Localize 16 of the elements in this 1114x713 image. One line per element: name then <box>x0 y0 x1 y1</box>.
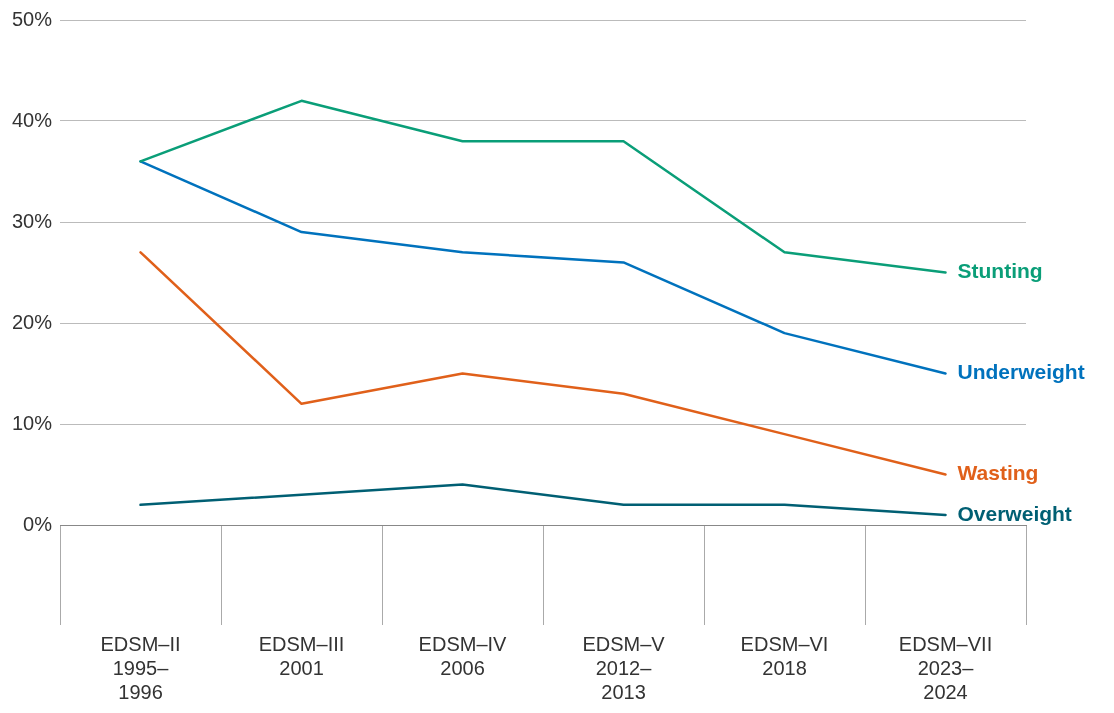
y-tick-label: 20% <box>12 310 53 333</box>
series-label: Stunting <box>957 259 1043 283</box>
y-tick-label: 0% <box>23 512 53 535</box>
series-label: Overweight <box>957 501 1072 525</box>
x-tick-label: EDSM–V 2012–2013 <box>582 632 666 703</box>
x-tick-label: EDSM–II 1995–1996 <box>100 632 181 703</box>
y-tick-label: 10% <box>12 411 53 434</box>
x-tick-label: EDSM–VII 2023–2024 <box>898 632 993 703</box>
y-tick-label: 40% <box>12 108 53 131</box>
x-tick-label: EDSM–III 2001 <box>258 632 345 679</box>
series-label: Underweight <box>957 360 1085 384</box>
y-tick-label: 30% <box>12 209 53 232</box>
series-label: Wasting <box>957 461 1039 485</box>
x-tick-label: EDSM–VI 2018 <box>740 632 829 679</box>
x-tick-label: EDSM–IV 2006 <box>418 632 508 679</box>
y-tick-label: 50% <box>12 7 53 30</box>
